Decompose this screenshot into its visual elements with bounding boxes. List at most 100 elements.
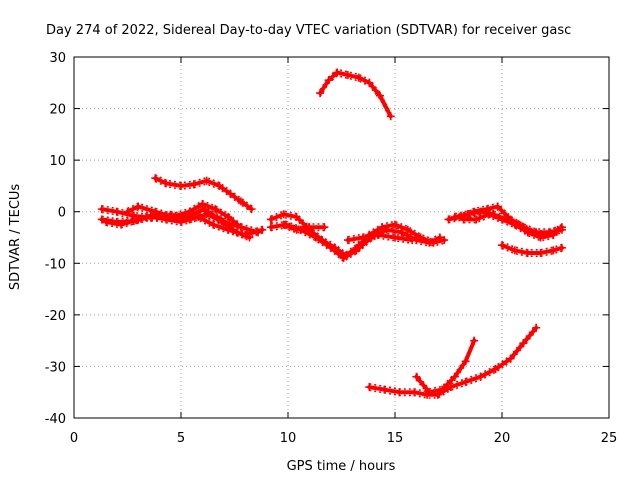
data-point — [324, 76, 333, 85]
series-marker-band — [154, 180, 253, 213]
data-point — [510, 246, 519, 255]
data-point — [279, 220, 288, 229]
series-marker-band — [463, 216, 563, 242]
data-point — [241, 230, 250, 239]
series-arc-14 — [498, 241, 566, 258]
series-marker-band — [463, 210, 563, 236]
data-point — [397, 228, 406, 237]
data-point — [189, 180, 198, 189]
data-point — [134, 215, 143, 224]
x-tick-label: 25 — [601, 431, 618, 446]
data-point — [198, 199, 207, 208]
x-tick-label: 0 — [70, 431, 78, 446]
plot-frame — [73, 56, 610, 419]
series-marker-band — [454, 207, 558, 233]
data-point — [215, 181, 224, 190]
y-tick-label: -30 — [45, 360, 66, 375]
data-point — [410, 388, 419, 397]
y-tick-label: 30 — [49, 51, 66, 66]
data-point — [536, 248, 545, 257]
data-point — [523, 248, 532, 257]
data-point — [333, 68, 342, 77]
data-point — [425, 238, 434, 247]
series-marker-band — [501, 247, 563, 258]
data-point — [254, 228, 263, 237]
data-point — [177, 181, 185, 190]
series-marker-band — [501, 241, 563, 251]
data-point — [365, 78, 374, 87]
data-point — [450, 372, 459, 381]
series-marker-band — [154, 174, 253, 207]
data-point — [391, 233, 399, 242]
data-point — [258, 225, 267, 234]
data-point — [472, 215, 481, 224]
data-point — [266, 223, 275, 232]
series-arc-16 — [412, 336, 479, 397]
data-point — [444, 215, 453, 224]
data-point — [459, 215, 468, 224]
data-point — [532, 323, 541, 332]
data-point — [438, 385, 447, 394]
data-point — [185, 215, 194, 224]
data-point — [373, 230, 382, 239]
data-point — [352, 246, 361, 255]
x-tick-label: 10 — [280, 431, 297, 446]
x-tick-label: 20 — [494, 431, 511, 446]
data-point — [151, 207, 160, 216]
y-tick-label: 10 — [49, 154, 66, 169]
data-point — [476, 372, 485, 381]
data-point — [226, 189, 235, 198]
data-point — [557, 223, 566, 232]
data-point — [123, 207, 132, 216]
data-point — [376, 91, 385, 100]
data-point — [162, 179, 171, 188]
data-point — [292, 212, 301, 221]
data-point — [476, 207, 485, 216]
data-point — [151, 174, 160, 183]
data-point — [224, 212, 233, 221]
series-marker-band — [105, 216, 259, 237]
data-point — [408, 236, 417, 245]
data-point — [435, 233, 444, 242]
data-point — [266, 215, 275, 224]
data-point — [305, 223, 314, 232]
data-point — [339, 254, 348, 263]
data-point — [311, 233, 320, 242]
data-point — [463, 210, 472, 219]
y-tick-label: -20 — [45, 309, 66, 324]
y-tick-label: -40 — [45, 412, 66, 427]
data-point — [519, 339, 528, 348]
data-point — [316, 89, 325, 98]
data-point — [209, 220, 218, 229]
series-layer — [97, 68, 566, 399]
data-point — [557, 243, 566, 252]
data-point — [365, 383, 374, 392]
series-arc-5 — [151, 174, 256, 214]
data-point — [168, 212, 177, 221]
x-axis-label: GPS time / hours — [287, 459, 396, 474]
series-line — [414, 338, 477, 395]
data-point — [382, 225, 391, 234]
data-point — [440, 236, 449, 245]
data-point — [247, 205, 256, 214]
data-point — [450, 212, 459, 221]
data-point — [412, 372, 421, 381]
series-arc-8 — [279, 220, 329, 234]
data-point — [354, 73, 363, 82]
data-point — [358, 233, 367, 242]
series-arc-4 — [123, 199, 245, 232]
data-point — [97, 205, 106, 214]
y-tick-label: -10 — [45, 257, 66, 272]
data-point — [292, 225, 301, 234]
data-point — [326, 243, 335, 252]
data-point — [211, 205, 220, 214]
series-arc-15 — [365, 323, 541, 399]
data-point — [461, 377, 470, 386]
data-point — [506, 354, 515, 363]
series-marker-band — [283, 227, 325, 234]
data-point — [380, 385, 389, 394]
y-tick-label: 20 — [49, 103, 66, 118]
series-marker-band — [415, 337, 475, 390]
data-point — [343, 236, 352, 245]
